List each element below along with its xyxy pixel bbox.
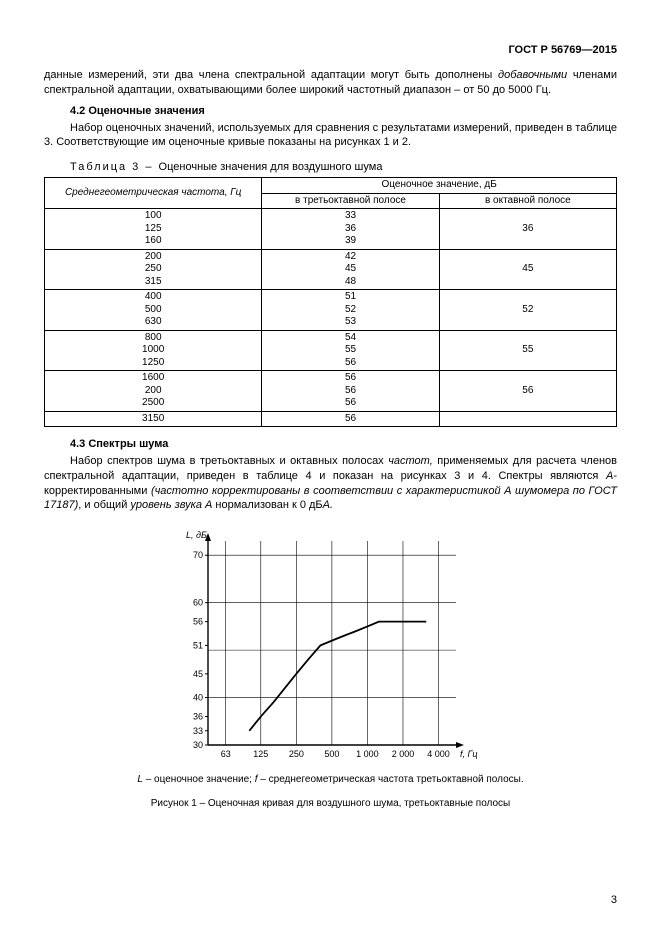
text: нормализован к 0 дБ (212, 499, 322, 511)
table-row: 20025031542454845 (45, 249, 617, 290)
text-italic: добавочными (498, 69, 567, 81)
cell-octave: 55 (439, 330, 616, 371)
col-header-third: в третьоктавной полосе (262, 193, 439, 209)
table-row: 10012516033363936 (45, 209, 617, 250)
cell-freq: 16002002500 (45, 371, 262, 412)
text: Набор спектров шума в третьоктавных и ок… (70, 455, 388, 467)
table-row: Среднегеометрическая частота, Гц Оценочн… (45, 178, 617, 194)
svg-text:40: 40 (192, 693, 202, 703)
section-4-3-title: 4.3 Спектры шума (44, 437, 617, 452)
svg-text:L, дБ: L, дБ (186, 530, 207, 540)
table-3-caption: Таблица 3 – Оценочные значения для возду… (44, 160, 617, 175)
col-header-octave: в октавной полосе (439, 193, 616, 209)
text: , и общий (78, 499, 130, 511)
svg-text:f, Гц: f, Гц (460, 749, 478, 759)
cell-freq: 100125160 (45, 209, 262, 250)
svg-text:4 000: 4 000 (427, 749, 450, 759)
cell-octave: 36 (439, 209, 616, 250)
cell-third: 545556 (262, 330, 439, 371)
caption-rest: Оценочные значения для воздушного шума (159, 161, 383, 173)
page: ГОСТ Р 56769—2015 данные измерений, эти … (0, 0, 661, 936)
figure-1-desc: L – оценочное значение; f – среднегеомет… (44, 773, 617, 787)
svg-text:60: 60 (192, 598, 202, 608)
text: – оценочное значение; (143, 774, 255, 785)
figure-1-chart: 30 33 36 40 45 51 56 60 70 63 125 250 500 1 000 2 000 4… (166, 527, 496, 767)
cell-third: 515253 (262, 290, 439, 331)
col-header-span: Оценочное значение, дБ (262, 178, 617, 194)
cell-third: 56 (262, 411, 439, 427)
table-row: 40050063051525352 (45, 290, 617, 331)
table-3: Среднегеометрическая частота, Гц Оценочн… (44, 177, 617, 427)
cell-freq: 3150 (45, 411, 262, 427)
cell-octave: 56 (439, 371, 616, 412)
col-header-freq: Среднегеометрическая частота, Гц (45, 178, 262, 209)
svg-text:125: 125 (253, 749, 268, 759)
svg-text:250: 250 (288, 749, 303, 759)
table-row: 315056 (45, 411, 617, 427)
cell-freq: 400500630 (45, 290, 262, 331)
section-4-2-title: 4.2 Оценочные значения (44, 104, 617, 119)
text-italic: А. (323, 499, 333, 511)
text: данные измерений, эти два члена спектрал… (44, 69, 498, 81)
table-row: 8001000125054555655 (45, 330, 617, 371)
table-row: 1600200250056565656 (45, 371, 617, 412)
svg-text:1 000: 1 000 (356, 749, 379, 759)
para-continuation: данные измерений, эти два члена спектрал… (44, 68, 617, 98)
svg-text:63: 63 (220, 749, 230, 759)
cell-third: 333639 (262, 209, 439, 250)
svg-text:45: 45 (192, 669, 202, 679)
text-italic: уровень звука А (130, 499, 212, 511)
cell-freq: 80010001250 (45, 330, 262, 371)
svg-text:2 000: 2 000 (391, 749, 414, 759)
cell-octave: 52 (439, 290, 616, 331)
section-4-3-para: Набор спектров шума в третьоктавных и ок… (44, 454, 617, 513)
text: Среднегеометрическая частота, Гц (65, 187, 241, 198)
svg-text:36: 36 (192, 712, 202, 722)
cell-third: 424548 (262, 249, 439, 290)
caption-spaced: Таблица 3 – (70, 161, 159, 173)
svg-text:30: 30 (192, 740, 202, 750)
section-4-2-para: Набор оценочных значений, используемых д… (44, 121, 617, 151)
document-id: ГОСТ Р 56769—2015 (44, 44, 617, 56)
cell-octave: 45 (439, 249, 616, 290)
figure-1-title: Рисунок 1 – Оценочная кривая для воздушн… (44, 797, 617, 811)
cell-freq: 200250315 (45, 249, 262, 290)
text: – среднегеометрическая частота третьокта… (258, 774, 524, 785)
svg-text:500: 500 (324, 749, 339, 759)
text-italic: частот, (388, 455, 433, 467)
svg-text:51: 51 (192, 641, 202, 651)
cell-third: 565656 (262, 371, 439, 412)
svg-text:70: 70 (192, 551, 202, 561)
svg-text:33: 33 (192, 726, 202, 736)
svg-text:56: 56 (192, 617, 202, 627)
cell-octave (439, 411, 616, 427)
page-number: 3 (611, 894, 617, 906)
